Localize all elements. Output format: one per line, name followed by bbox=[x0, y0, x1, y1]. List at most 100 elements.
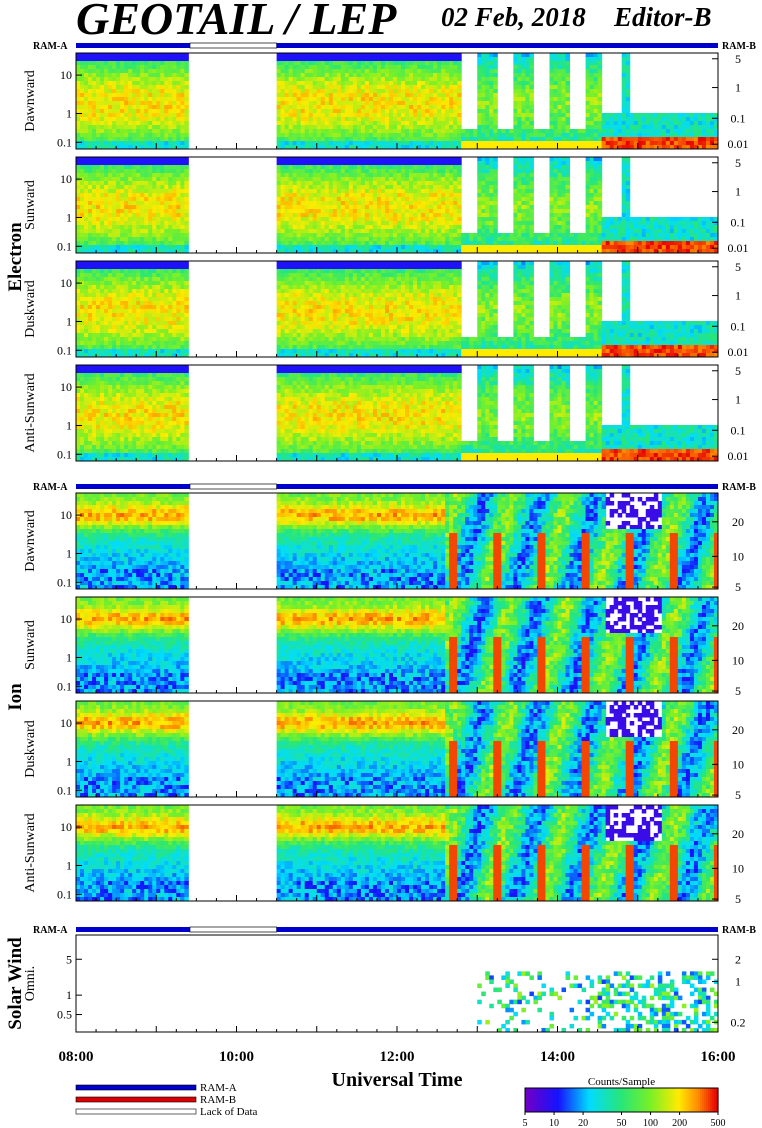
spectrogram-cell bbox=[176, 157, 181, 162]
spectrogram-cell bbox=[349, 233, 354, 238]
spectrogram-cell bbox=[96, 125, 101, 130]
spectrogram-cell bbox=[441, 121, 446, 126]
spectrogram-cell bbox=[489, 141, 494, 146]
spectrogram-cell bbox=[433, 85, 438, 90]
spectrogram-cell bbox=[553, 177, 558, 182]
spectrogram-cell bbox=[353, 221, 358, 226]
spectrogram-cell bbox=[553, 217, 558, 222]
spectrogram-cell bbox=[421, 237, 426, 242]
spectrogram-cell bbox=[650, 129, 655, 134]
spectrogram-cell bbox=[184, 201, 189, 206]
spectrogram-cell bbox=[88, 189, 93, 194]
spectrogram-cell bbox=[389, 133, 394, 138]
spectrogram-cell bbox=[112, 93, 117, 98]
spectrogram-cell bbox=[164, 73, 169, 78]
spectrogram-cell bbox=[425, 65, 430, 70]
spectrogram-cell bbox=[341, 213, 346, 218]
spectrogram-cell bbox=[449, 121, 454, 126]
spectrogram-cell bbox=[281, 245, 286, 250]
spectrogram-cell bbox=[341, 77, 346, 82]
spectrogram-cell bbox=[140, 133, 145, 138]
spectrogram-cell bbox=[104, 241, 109, 246]
spectrogram-cell bbox=[313, 213, 318, 218]
spectrogram-cell bbox=[289, 93, 294, 98]
spectrogram-cell bbox=[116, 101, 121, 106]
spectrogram-cell bbox=[373, 197, 378, 202]
spectrogram-cell bbox=[385, 77, 390, 82]
spectrogram-cell bbox=[489, 85, 494, 90]
spectrogram-cell bbox=[590, 237, 595, 242]
spectrogram-cell bbox=[293, 97, 298, 102]
spectrogram-cell bbox=[144, 117, 149, 122]
spectrogram-cell bbox=[124, 189, 129, 194]
spectrogram-cell bbox=[325, 53, 330, 58]
spectrogram-cell bbox=[385, 229, 390, 234]
spectrogram-cell bbox=[172, 217, 177, 222]
spectrogram-cell bbox=[590, 57, 595, 62]
spectrogram-cell bbox=[144, 97, 149, 102]
spectrogram-cell bbox=[80, 137, 85, 142]
spectrogram-cell bbox=[341, 233, 346, 238]
spectrogram-cell bbox=[124, 209, 129, 214]
spectrogram-cell bbox=[385, 97, 390, 102]
spectrogram-cell bbox=[377, 229, 382, 234]
spectrogram-cell bbox=[553, 129, 558, 134]
spectrogram-cell bbox=[574, 237, 579, 242]
spectrogram-cell bbox=[473, 241, 478, 246]
spectrogram-cell bbox=[305, 229, 310, 234]
spectrogram-cell bbox=[281, 89, 286, 94]
spectrogram-cell bbox=[513, 185, 518, 190]
spectrogram-cell bbox=[489, 165, 494, 170]
spectrogram-cell bbox=[562, 217, 567, 222]
spectrogram-cell bbox=[164, 185, 169, 190]
spectrogram-cell bbox=[88, 133, 93, 138]
spectrogram-cell bbox=[160, 85, 165, 90]
spectrogram-cell bbox=[413, 93, 418, 98]
spectrogram-cell bbox=[144, 69, 149, 74]
spectrogram-cell bbox=[429, 61, 434, 66]
spectrogram-cell bbox=[513, 193, 518, 198]
spectrogram-cell bbox=[116, 125, 121, 130]
spectrogram-cell bbox=[369, 213, 374, 218]
spectrogram-cell bbox=[160, 169, 165, 174]
spectrogram-cell bbox=[176, 77, 181, 82]
spectrogram-cell bbox=[317, 57, 322, 62]
spectrogram-cell bbox=[357, 141, 362, 146]
spectrogram-cell bbox=[353, 69, 358, 74]
spectrogram-cell bbox=[545, 237, 550, 242]
spectrogram-cell bbox=[293, 81, 298, 86]
spectrogram-cell bbox=[425, 177, 430, 182]
spectrogram-cell bbox=[349, 201, 354, 206]
spectrogram-cell bbox=[397, 169, 402, 174]
spectrogram-cell bbox=[425, 57, 430, 62]
spectrogram-cell bbox=[140, 225, 145, 230]
spectrogram-cell bbox=[176, 245, 181, 250]
spectrogram-cell bbox=[345, 65, 350, 70]
spectrogram-cell bbox=[349, 133, 354, 138]
spectrogram-cell bbox=[112, 241, 117, 246]
spectrogram-cell bbox=[104, 165, 109, 170]
spectrogram-cell bbox=[168, 133, 173, 138]
spectrogram-cell bbox=[397, 161, 402, 166]
spectrogram-cell bbox=[397, 221, 402, 226]
spectrogram-cell bbox=[493, 85, 498, 90]
spectrogram-cell bbox=[108, 241, 113, 246]
spectrogram-cell bbox=[529, 205, 534, 210]
spectrogram-cell bbox=[365, 73, 370, 78]
spectrogram-cell bbox=[289, 69, 294, 74]
spectrogram-cell bbox=[598, 113, 603, 118]
spectrogram-cell bbox=[389, 165, 394, 170]
spectrogram-cell bbox=[377, 201, 382, 206]
spectrogram-cell bbox=[140, 173, 145, 178]
spectrogram-cell bbox=[457, 105, 462, 110]
spectrogram-cell bbox=[405, 89, 410, 94]
spectrogram-cell bbox=[558, 193, 563, 198]
spectrogram-cell bbox=[429, 157, 434, 162]
spectrogram-cell bbox=[128, 113, 133, 118]
spectrogram-cell bbox=[172, 77, 177, 82]
spectrogram-cell bbox=[345, 77, 350, 82]
spectrogram-cell bbox=[301, 133, 306, 138]
spectrogram-cell bbox=[453, 205, 458, 210]
spectrogram-cell bbox=[124, 133, 129, 138]
spectrogram-cell bbox=[128, 77, 133, 82]
